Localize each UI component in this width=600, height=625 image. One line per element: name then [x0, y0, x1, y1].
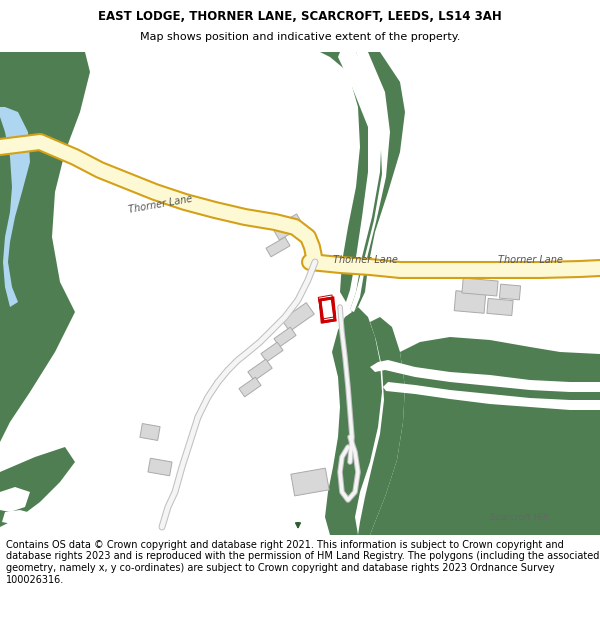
Bar	[261, 342, 283, 362]
Bar	[248, 359, 272, 381]
Text: Thorner Lane: Thorner Lane	[127, 194, 193, 214]
Bar	[140, 424, 160, 441]
Polygon shape	[350, 52, 390, 312]
Polygon shape	[358, 317, 405, 535]
Polygon shape	[338, 52, 382, 310]
Polygon shape	[2, 510, 35, 524]
Bar	[487, 299, 513, 316]
Polygon shape	[370, 360, 600, 392]
Text: Thorner Lane: Thorner Lane	[497, 255, 562, 265]
Text: Thorner Lane: Thorner Lane	[332, 255, 397, 265]
Bar	[272, 214, 304, 240]
Bar	[266, 237, 290, 257]
Text: Map shows position and indicative extent of the property.: Map shows position and indicative extent…	[140, 32, 460, 43]
Bar	[281, 302, 314, 331]
Text: EAST LODGE, THORNER LANE, SCARCROFT, LEEDS, LS14 3AH: EAST LODGE, THORNER LANE, SCARCROFT, LEE…	[98, 11, 502, 23]
Text: Scarcroft Hill: Scarcroft Hill	[490, 512, 548, 521]
Polygon shape	[0, 487, 30, 512]
Polygon shape	[0, 107, 30, 307]
Bar	[239, 377, 261, 397]
Bar	[462, 278, 498, 296]
Polygon shape	[370, 337, 600, 535]
Polygon shape	[0, 447, 75, 535]
Text: Contains OS data © Crown copyright and database right 2021. This information is : Contains OS data © Crown copyright and d…	[6, 540, 599, 584]
Bar	[274, 327, 296, 347]
Bar	[454, 291, 486, 313]
Bar	[148, 458, 172, 476]
Polygon shape	[383, 382, 600, 410]
Polygon shape	[325, 307, 382, 535]
Bar	[291, 468, 329, 496]
Bar	[318, 295, 336, 319]
Polygon shape	[320, 52, 405, 312]
Polygon shape	[0, 52, 90, 535]
Bar	[499, 284, 521, 300]
